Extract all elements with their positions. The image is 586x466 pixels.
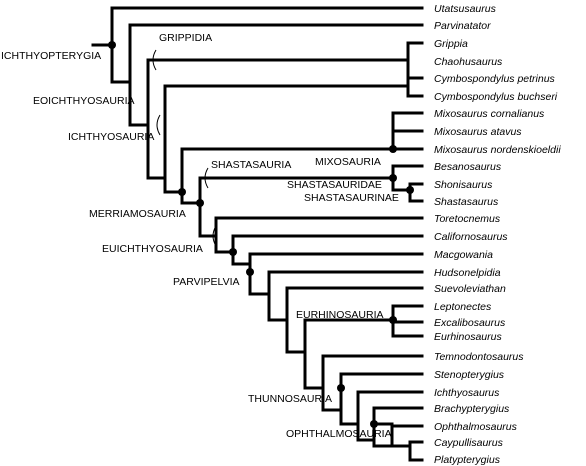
node-shastasauridae — [389, 174, 397, 182]
clade-label-shastasauridae: SHASTASAURIDAE — [287, 179, 382, 191]
node-shastasaurinae — [406, 186, 414, 194]
taxon-label: Mixosaurus nordenskioeldii — [434, 144, 561, 156]
clade-label-shastasaurinae: SHASTASAURINAE — [304, 192, 399, 204]
taxon-label: Excalibosaurus — [434, 317, 506, 329]
cladogram-nodes — [108, 41, 414, 428]
clade-label-eoichthyosauria: EOICHTHYOSAURIA — [33, 95, 135, 107]
stem-marker-shastasauria — [204, 167, 209, 189]
taxon-label: Parvinatator — [434, 20, 491, 32]
node-parvipelvia — [246, 268, 254, 276]
clade-label-parvipelvia: PARVIPELVIA — [173, 276, 240, 288]
taxon-label: Mixosaurus atavus — [434, 126, 522, 138]
clade-label-merriamosauria: MERRIAMOSAURIA — [89, 208, 186, 220]
taxon-label: Toretocnemus — [434, 213, 501, 225]
clade-label-euichthyosauria: EUICHTHYOSAURIA — [102, 243, 203, 255]
taxon-label: Grippia — [434, 38, 468, 50]
stem-marker-euichthyosauria — [212, 225, 217, 247]
taxon-label: Caypullisaurus — [434, 437, 504, 449]
taxon-label: Utatsusaurus — [434, 3, 497, 15]
taxon-label: Shonisaurus — [434, 179, 493, 191]
taxon-label: Temnodontosaurus — [434, 351, 524, 363]
taxon-label: Ophthalmosaurus — [434, 421, 518, 433]
taxon-label: Chaohusaurus — [434, 56, 503, 68]
taxon-label: Stenopterygius — [434, 369, 505, 381]
taxon-label: Cymbospondylus buchseri — [434, 91, 558, 103]
taxon-label: Cymbospondylus petrinus — [434, 73, 556, 85]
clade-label-shastasauria: SHASTASAURIA — [211, 159, 291, 171]
node-mixosauria — [389, 145, 397, 153]
node-ichthyosauria — [178, 188, 186, 196]
clade-label-ichthyosauria: ICHTHYOSAURIA — [68, 131, 154, 143]
taxon-label: Hudsonelpidia — [434, 267, 501, 279]
clade-label-grippidia: GRIPPIDIA — [159, 32, 212, 44]
stem-marker-ichthyosauria — [156, 114, 161, 136]
clade-label-ophthalmosauria: OPHTHALMOSAURIA — [286, 428, 392, 440]
cladogram-branches — [91, 6, 424, 462]
taxon-label: Shastasaurus — [434, 196, 499, 208]
clade-label-eurhinosauria: EURHINOSAURIA — [296, 309, 384, 321]
taxon-label: Mixosaurus cornalianus — [434, 108, 545, 120]
clade-label-mixosauria: MIXOSAURIA — [315, 156, 381, 168]
taxon-label: Macgowania — [434, 249, 493, 261]
taxon-labels: Utatsusaurus Parvinatator Grippia Chaohu… — [434, 3, 561, 466]
node-euichthyosauria — [229, 248, 237, 256]
taxon-label: Californosaurus — [434, 231, 508, 243]
node-thunnosauria — [337, 384, 345, 392]
node-ophthalmosauria — [370, 420, 378, 428]
taxon-label: Besanosaurus — [434, 161, 502, 173]
taxon-label: Platypterygius — [434, 454, 501, 466]
node-merriamosauria — [196, 199, 204, 207]
taxon-label: Brachypterygius — [434, 403, 510, 415]
taxon-label: Eurhinosaurus — [434, 331, 502, 343]
taxon-label: Ichthyosaurus — [434, 387, 500, 399]
taxon-label: Suevoleviathan — [434, 283, 506, 295]
cladogram-stem-markers — [152, 49, 217, 247]
node-eurhinosauria — [389, 316, 397, 324]
clade-label-thunnosauria: THUNNOSAURIA — [248, 393, 332, 405]
taxon-label: Leptonectes — [434, 301, 492, 313]
clade-labels: ICHTHYOPTERYGIA GRIPPIDIA EOICHTHYOSAURI… — [1, 32, 399, 440]
node-ichthyopterygia — [108, 41, 116, 49]
clade-label-ichthyopterygia: ICHTHYOPTERYGIA — [1, 50, 101, 62]
stem-marker-grippidia — [152, 49, 157, 71]
